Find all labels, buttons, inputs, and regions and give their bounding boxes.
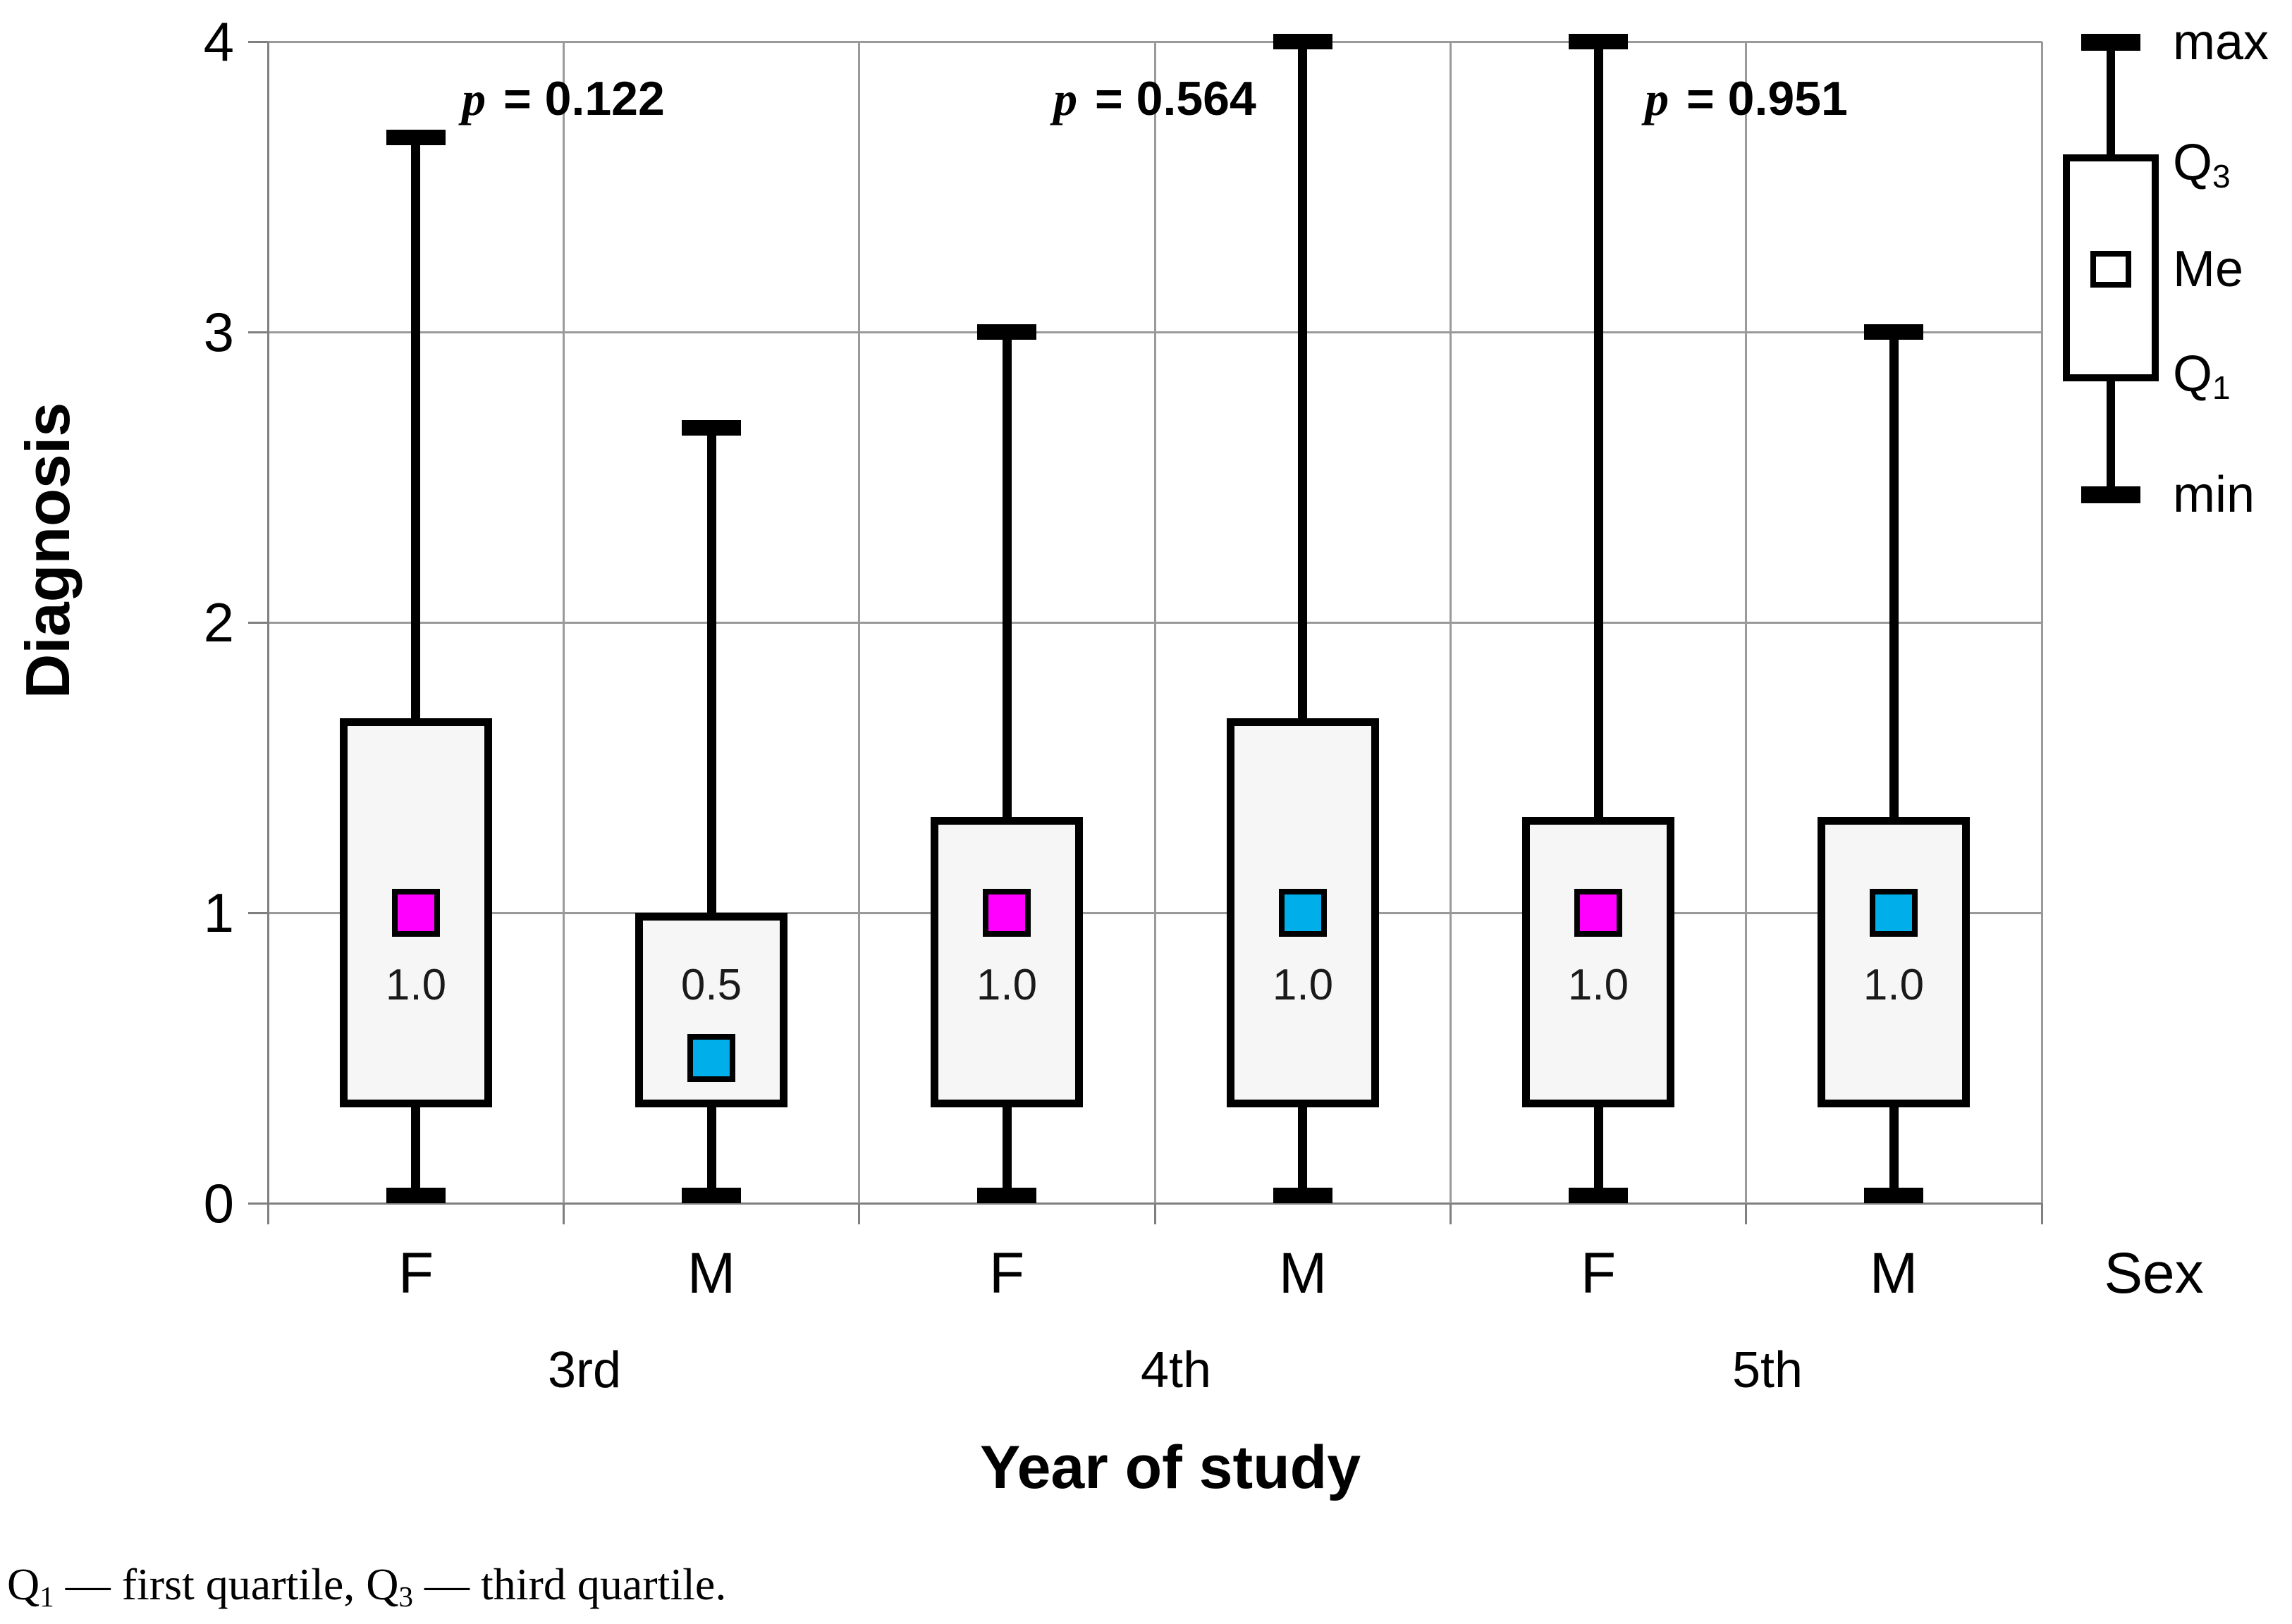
legend-whisker-lower-stem xyxy=(2107,381,2115,495)
group-label: 3rd xyxy=(547,1342,622,1398)
gridline-vertical xyxy=(1745,42,1747,1203)
sex-tick-label: M xyxy=(687,1241,736,1305)
group-label: 4th xyxy=(1140,1342,1212,1398)
gridline-vertical xyxy=(1450,42,1452,1203)
y-axis-tick xyxy=(248,912,268,914)
whisker-cap-min xyxy=(1273,1188,1332,1203)
whisker-upper-stem xyxy=(1003,332,1012,817)
whisker-cap-max xyxy=(386,130,446,145)
legend-item-label-max: max xyxy=(2173,14,2269,70)
x-axis-tick xyxy=(1450,1203,1452,1224)
whisker-cap-min xyxy=(1864,1188,1923,1203)
whisker-cap-min xyxy=(977,1188,1036,1203)
y-tick-label: 1 xyxy=(203,882,234,944)
box-rect xyxy=(931,817,1083,1107)
whisker-lower-stem xyxy=(707,1107,716,1203)
legend-item-label-min: min xyxy=(2173,467,2255,523)
whisker-cap-max xyxy=(1569,34,1628,49)
box-rect xyxy=(1522,817,1674,1107)
whisker-lower-stem xyxy=(1003,1107,1012,1203)
x-axis-tick xyxy=(1745,1203,1747,1224)
median-marker xyxy=(1870,889,1918,937)
box-rect xyxy=(635,913,788,1107)
y-tick-label: 3 xyxy=(203,301,234,363)
x-axis-title: Year of study xyxy=(979,1434,1361,1501)
whisker-lower-stem xyxy=(1298,1107,1307,1203)
x-axis-tick xyxy=(1154,1203,1156,1224)
median-marker xyxy=(687,1034,735,1082)
y-axis-tick xyxy=(248,622,268,624)
box-rect xyxy=(1818,817,1970,1107)
whisker-cap-max xyxy=(977,324,1036,340)
sex-tick-label: F xyxy=(988,1241,1025,1305)
median-marker xyxy=(1574,889,1622,937)
legend-whisker-upper-stem xyxy=(2107,42,2115,154)
legend-box-rect xyxy=(2063,154,2159,381)
whisker-upper-stem xyxy=(411,137,420,718)
legend-whisker-cap-min xyxy=(2081,486,2140,503)
whisker-lower-stem xyxy=(411,1107,420,1203)
y-axis-tick xyxy=(248,41,268,43)
y-axis-title: Diagnosis xyxy=(13,402,82,699)
x-axis-tick xyxy=(858,1203,860,1224)
whisker-upper-stem xyxy=(1594,42,1603,817)
whisker-lower-stem xyxy=(1889,1107,1899,1203)
y-axis-tick xyxy=(248,331,268,333)
y-axis-tick xyxy=(248,1202,268,1205)
median-value-label: 0.5 xyxy=(680,961,742,1009)
whisker-cap-max xyxy=(682,420,741,436)
p-value-label: p = 0.564 xyxy=(1053,72,1256,125)
legend: max Q3 Me Q1 min xyxy=(2030,14,2292,564)
median-marker xyxy=(1279,889,1327,937)
sex-tick-label: M xyxy=(1278,1241,1328,1305)
whisker-upper-stem xyxy=(707,428,716,913)
median-value-label: 1.0 xyxy=(1272,961,1334,1009)
p-value-label: p = 0.122 xyxy=(462,72,665,125)
whisker-cap-min xyxy=(386,1188,446,1203)
x-axis-tick xyxy=(563,1203,565,1224)
p-value-label: p = 0.951 xyxy=(1645,72,1848,125)
x-axis-tick xyxy=(267,1203,269,1224)
gridline-vertical xyxy=(858,42,860,1203)
median-value-label: 1.0 xyxy=(385,961,447,1009)
whisker-cap-max xyxy=(1864,324,1923,340)
median-marker xyxy=(392,889,440,937)
group-label: 5th xyxy=(1732,1342,1803,1398)
legend-median-marker xyxy=(2090,251,2131,288)
median-value-label: 1.0 xyxy=(976,961,1038,1009)
whisker-cap-max xyxy=(1273,34,1332,49)
legend-item-label-q3: Q3 xyxy=(2173,135,2231,195)
sex-axis-label: Sex xyxy=(2104,1241,2204,1305)
median-marker xyxy=(983,889,1031,937)
gridline-vertical xyxy=(1154,42,1156,1203)
whisker-upper-stem xyxy=(1298,42,1307,718)
legend-item-label-me: Me xyxy=(2173,241,2244,297)
x-axis-tick xyxy=(2041,1203,2043,1224)
y-tick-label: 4 xyxy=(203,11,234,73)
y-tick-label: 0 xyxy=(203,1172,234,1234)
sex-tick-label: M xyxy=(1869,1241,1918,1305)
y-tick-label: 2 xyxy=(203,591,234,653)
y-axis-line xyxy=(267,42,269,1203)
whisker-cap-min xyxy=(682,1188,741,1203)
whisker-cap-min xyxy=(1569,1188,1628,1203)
median-value-label: 1.0 xyxy=(1567,961,1629,1009)
figure-caption: Q1 — first quartile, Q3 — third quartile… xyxy=(7,1559,727,1613)
sex-tick-label: F xyxy=(1580,1241,1617,1305)
whisker-upper-stem xyxy=(1889,332,1899,817)
legend-item-label-q1: Q1 xyxy=(2173,346,2231,407)
gridline-vertical xyxy=(563,42,565,1203)
sex-tick-label: F xyxy=(398,1241,434,1305)
gridline-vertical xyxy=(2041,42,2043,1203)
whisker-lower-stem xyxy=(1594,1107,1603,1203)
median-value-label: 1.0 xyxy=(1863,961,1925,1009)
